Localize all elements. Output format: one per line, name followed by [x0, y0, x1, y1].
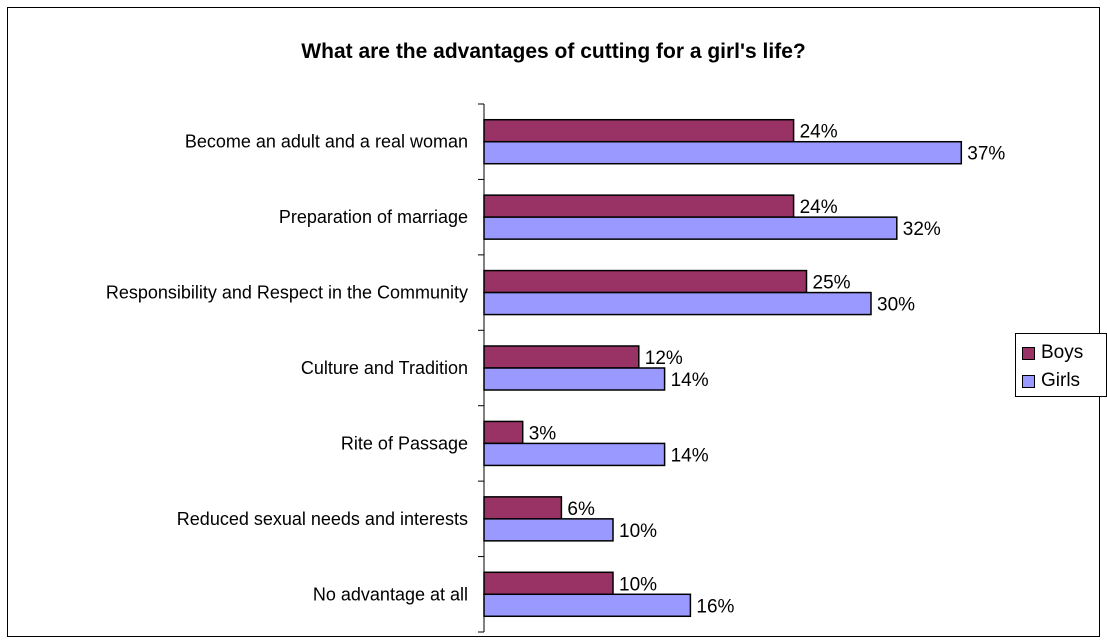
- bar-girls: [483, 367, 666, 391]
- data-label-boys: 6%: [567, 499, 595, 520]
- bar-boys: [483, 269, 808, 294]
- legend-item-girls: Girls: [1022, 369, 1080, 393]
- bar-girls: [483, 593, 692, 618]
- legend: Boys Girls: [1015, 333, 1107, 397]
- data-label-girls: 14%: [671, 370, 709, 391]
- legend-label-boys: Boys: [1041, 342, 1084, 363]
- category-label: Become an adult and a real woman: [185, 132, 468, 152]
- bar-boys: [483, 420, 524, 445]
- legend-item-boys: Boys: [1022, 341, 1083, 365]
- data-label-girls: 16%: [696, 596, 734, 617]
- data-label-boys: 10%: [619, 574, 657, 595]
- bar-girls: [483, 216, 898, 240]
- data-label-girls: 30%: [877, 295, 915, 316]
- bar-boys: [483, 571, 614, 596]
- category-label: Reduced sexual needs and interests: [177, 509, 468, 529]
- data-label-boys: 24%: [800, 197, 838, 218]
- chart-title: What are the advantages of cutting for a…: [301, 40, 806, 63]
- legend-swatch-girls: [1022, 374, 1035, 388]
- data-label-girls: 14%: [671, 445, 709, 466]
- data-label-girls: 37%: [967, 144, 1005, 165]
- bar-girls: [483, 442, 666, 467]
- category-label: Culture and Tradition: [301, 358, 468, 378]
- bar-boys: [483, 496, 563, 520]
- bar-girls: [483, 140, 963, 165]
- category-label: Rite of Passage: [341, 433, 468, 453]
- category-label: Preparation of marriage: [279, 207, 468, 227]
- data-label-girls: 32%: [903, 219, 941, 240]
- data-label-boys: 25%: [813, 273, 851, 294]
- bar-girls: [483, 518, 614, 542]
- data-label-girls: 10%: [619, 521, 657, 542]
- data-label-boys: 12%: [645, 348, 683, 369]
- category-label: Responsibility and Respect in the Commun…: [106, 283, 468, 303]
- data-label-boys: 3%: [529, 423, 557, 444]
- data-label-boys: 24%: [800, 122, 838, 143]
- legend-swatch-boys: [1022, 346, 1035, 360]
- bar-girls: [483, 291, 872, 316]
- legend-label-girls: Girls: [1041, 370, 1081, 391]
- bar-boys: [483, 194, 795, 218]
- category-label: No advantage at all: [313, 584, 468, 604]
- bar-boys: [483, 118, 795, 143]
- bar-boys: [483, 345, 640, 369]
